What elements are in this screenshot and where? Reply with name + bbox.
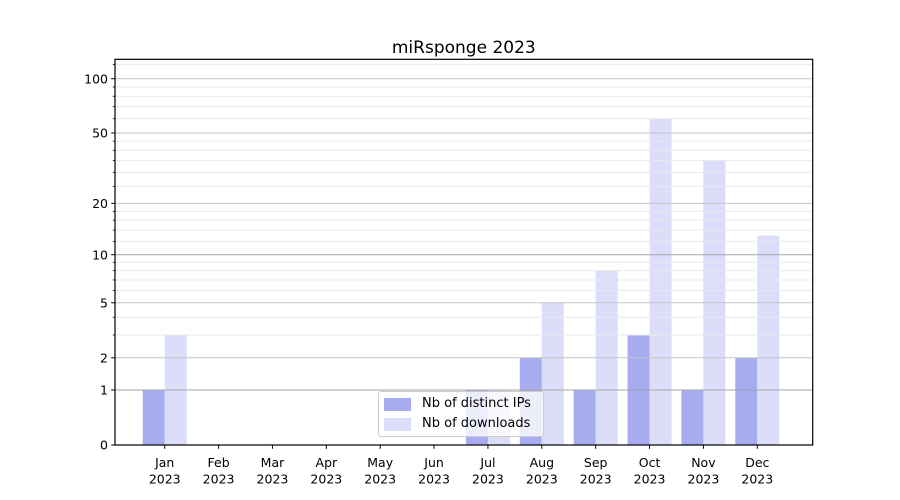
y-tick-label: 5	[100, 295, 108, 310]
legend: Nb of distinct IPs Nb of downloads	[378, 391, 544, 437]
x-tick-label: Nov 2023	[688, 455, 720, 487]
bar-nov-distinct-ips	[681, 389, 704, 445]
bar-dec-distinct-ips	[735, 357, 758, 445]
y-tick-label: 2	[100, 350, 108, 365]
y-tick-label: 100	[84, 71, 108, 86]
y-tick-label: 1	[100, 383, 108, 398]
x-tick-label: Sep 2023	[580, 455, 612, 487]
bar-sep-distinct-ips	[573, 389, 596, 445]
legend-label-downloads: Nb of downloads	[422, 416, 531, 431]
bar-aug-downloads	[541, 302, 564, 445]
chart-title: miRsponge 2023	[392, 38, 536, 58]
legend-row-downloads: Nb of downloads	[384, 417, 537, 431]
legend-swatch-distinct-ips-icon	[384, 397, 411, 411]
x-tick-label: Dec 2023	[741, 455, 773, 487]
x-tick-label: Jan 2023	[149, 455, 181, 487]
x-tick-label: Apr 2023	[310, 455, 342, 487]
axes-layer	[111, 58, 814, 449]
y-tick-label: 20	[92, 196, 108, 211]
legend-row-distinct-ips: Nb of distinct IPs	[384, 397, 537, 411]
legend-swatch-downloads-icon	[384, 417, 411, 431]
legend-label-distinct-ips: Nb of distinct IPs	[422, 396, 531, 411]
y-tick-label: 10	[92, 247, 108, 262]
x-tick-label: Jul 2023	[472, 455, 504, 487]
grid-layer	[115, 63, 813, 391]
plot-border	[114, 58, 814, 446]
x-tick-label: Oct 2023	[634, 455, 666, 487]
x-tick-label: Feb 2023	[203, 455, 235, 487]
x-tick-label: Mar 2023	[257, 455, 289, 487]
y-tick-label: 0	[100, 438, 108, 453]
bar-dec-downloads	[757, 235, 780, 445]
tick-labels-layer: 0 1 2 5 10 20 50 100 Jan 2023 Feb 2023 Mar 2023 Apr 202…	[84, 71, 773, 486]
bar-oct-downloads	[649, 118, 672, 446]
x-tick-label: May 2023	[364, 455, 396, 487]
x-tick-label: Aug 2023	[526, 455, 558, 487]
bar-jan-distinct-ips	[142, 389, 165, 445]
y-tick-label: 50	[92, 126, 108, 141]
x-tick-label: Jun 2023	[418, 455, 450, 487]
